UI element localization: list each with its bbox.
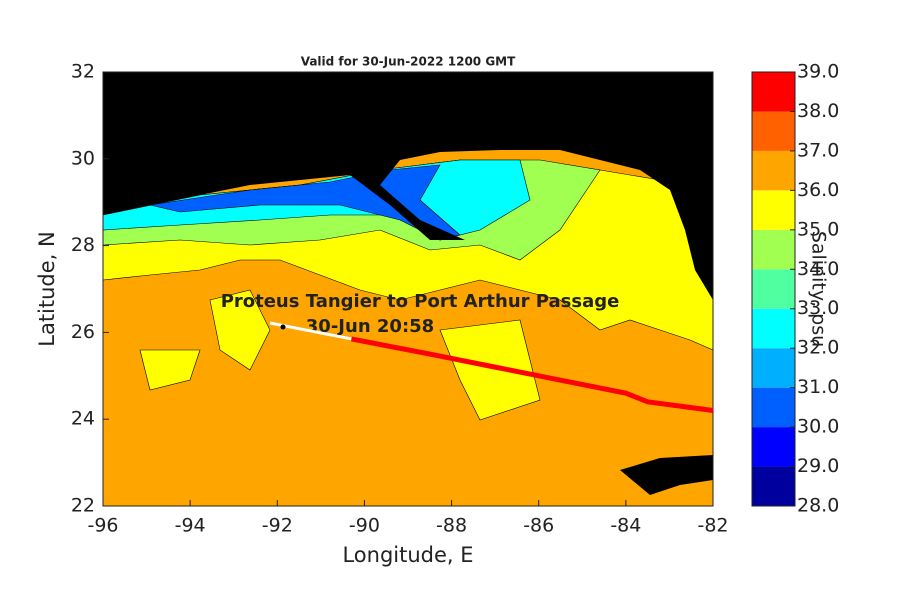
colorbar-band	[752, 427, 795, 467]
x-axis-label: Longitude, E	[342, 543, 473, 567]
plot-frame	[102, 71, 714, 507]
land-cuba	[620, 455, 713, 495]
y-tick-label: 28	[71, 234, 95, 256]
y-tick-label: 22	[71, 495, 95, 517]
y-tick-label: 24	[71, 408, 95, 430]
colorbar-frame	[751, 71, 796, 507]
colorbar-tick-label: 29.0	[797, 455, 839, 477]
annotation: 30-Jun 20:58	[306, 316, 434, 337]
colorbar-tick-label: 34.0	[797, 258, 839, 280]
colorbar-tick-label: 33.0	[797, 297, 839, 319]
colorbar-band	[752, 190, 795, 230]
colorbar-band	[752, 387, 795, 428]
colorbar-tick-label: 37.0	[797, 139, 839, 161]
x-tick-label: -86	[523, 515, 554, 537]
axes: -96 -94 -92 -90 -88 -86 -84 -82 22 24 26 28 30 32	[71, 61, 729, 537]
colorbar-tick-label: 39.0	[797, 61, 839, 83]
colorbar-tick-label: 35.0	[797, 218, 839, 240]
colorbar-tick-label: 36.0	[797, 179, 839, 201]
colorbar-label: Salinity, psu	[808, 231, 830, 347]
colorbar-tick-label: 32.0	[797, 337, 839, 359]
y-axis-label: Latitude, N	[35, 231, 59, 347]
salinity-35-patch	[139, 289, 541, 421]
colorbar-band	[752, 150, 795, 191]
x-tick-label: -96	[87, 515, 118, 537]
colorbar-tick-label: 28.0	[797, 495, 839, 517]
colorbar-band	[752, 348, 795, 388]
x-tick-label: -90	[349, 515, 380, 537]
colorbar-band	[752, 466, 795, 506]
ship-track	[350, 336, 714, 413]
salinity-30	[149, 164, 461, 241]
colorbar-band	[752, 308, 795, 349]
x-tick-label: -82	[697, 515, 728, 537]
colorbar-tick-label: 38.0	[797, 100, 839, 122]
colorbar-tick-label: 30.0	[797, 416, 839, 438]
x-tick-label: -84	[610, 515, 641, 537]
colorbar-band	[752, 269, 795, 309]
colorbar-tick-label: 31.0	[797, 376, 839, 398]
y-tick-label: 26	[71, 321, 95, 343]
colorbar-band	[752, 229, 795, 270]
x-tick-label: -88	[436, 515, 467, 537]
annotation: Proteus Tangier to Port Arthur Passage	[221, 291, 620, 312]
colorbar-band	[752, 72, 795, 112]
x-tick-label: -92	[262, 515, 293, 537]
y-tick-label: 32	[71, 61, 95, 83]
colorbar-band	[752, 111, 795, 151]
chart-title: Valid for 30-Jun-2022 1200 GMT	[301, 55, 516, 69]
land	[103, 72, 713, 300]
y-tick-label: 30	[71, 147, 95, 169]
track-marker	[280, 324, 286, 330]
x-tick-label: -94	[175, 515, 206, 537]
map-field	[102, 71, 714, 507]
